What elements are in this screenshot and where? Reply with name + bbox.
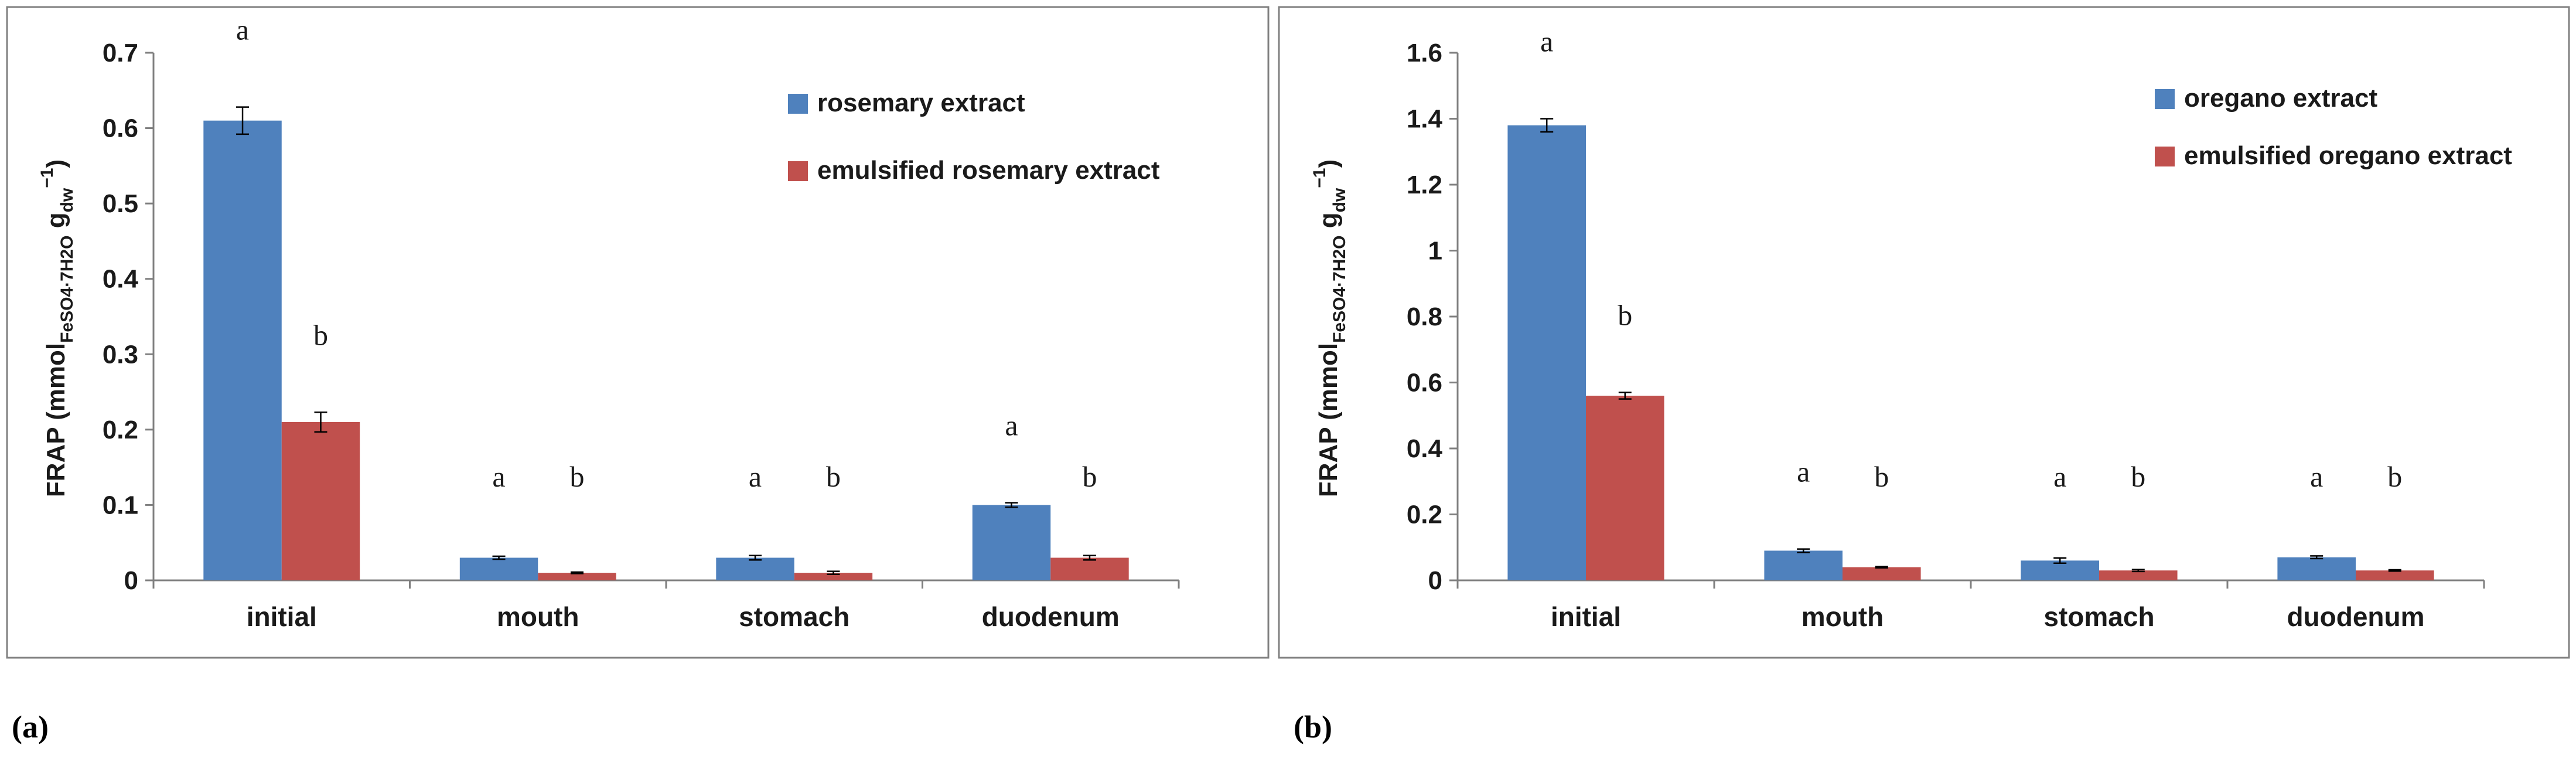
y-tick-label: 1.6 <box>1407 39 1442 67</box>
chart-frame <box>6 6 1270 659</box>
significance-letter: b <box>2387 460 2402 493</box>
y-tick-label: 0.3 <box>103 340 138 369</box>
chart-panel-b: 0 0.2 0.4 0.6 0.8 1 1.2 1.4 1.6 initial mouth stoma… <box>1278 6 2570 659</box>
x-tick-label: stomach <box>739 601 849 632</box>
bar <box>1764 550 1843 580</box>
chart-frame <box>1278 6 2570 659</box>
significance-letter: b <box>1618 298 1632 331</box>
significance-letter: b <box>1874 460 1889 493</box>
y-tick-label: 0.1 <box>103 491 138 519</box>
bar <box>1507 125 1586 580</box>
bar <box>2277 557 2356 580</box>
y-tick-label: 0.6 <box>1407 369 1442 397</box>
significance-letter: a <box>749 460 762 493</box>
x-tick-label: initial <box>1551 601 1621 632</box>
chart-panel-a: 0 0.1 0.2 0.3 0.4 0.5 0.6 0.7 initial mouth stomac… <box>6 6 1270 659</box>
bar <box>538 573 616 580</box>
y-tick-label: 0.8 <box>1407 302 1442 331</box>
bar <box>2356 570 2434 580</box>
significance-letter: a <box>1005 409 1018 442</box>
legend-label: rosemary extract <box>817 89 1025 117</box>
significance-letter: a <box>1540 25 1553 58</box>
panel-label: (a) <box>12 709 49 744</box>
bar <box>794 573 873 580</box>
y-tick-label: 0.4 <box>1407 434 1443 463</box>
y-tick-label: 0 <box>1428 566 1442 595</box>
y-tick-label: 1 <box>1428 237 1442 266</box>
significance-letter: b <box>826 460 841 493</box>
x-tick-label: mouth <box>1802 601 1884 632</box>
y-tick-label: 1.4 <box>1407 105 1443 134</box>
legend-swatch <box>2155 147 2175 166</box>
y-tick-label: 0.6 <box>103 114 138 143</box>
legend-label: emulsified rosemary extract <box>817 156 1160 185</box>
bar <box>1586 396 1664 580</box>
y-axis-title: FRAP (mmolFeSO4·7H2O gdw−1) <box>1310 159 1349 497</box>
y-tick-label: 0.2 <box>1407 501 1442 529</box>
bar <box>2099 570 2178 580</box>
significance-letter: b <box>569 460 584 493</box>
legend-label: oregano extract <box>2184 84 2377 113</box>
significance-letter: b <box>1082 460 1097 493</box>
y-axis-title: FRAP (mmolFeSO4·7H2O gdw−1) <box>37 159 77 497</box>
x-tick-label: mouth <box>497 601 579 632</box>
y-tick-label: 0.4 <box>103 265 139 294</box>
legend-swatch <box>2155 89 2175 109</box>
y-tick-label: 1.2 <box>1407 171 1442 199</box>
x-tick-label: duodenum <box>2287 601 2424 632</box>
y-tick-label: 0.2 <box>103 416 138 444</box>
x-tick-label: duodenum <box>982 601 1120 632</box>
significance-letter: a <box>2310 460 2323 493</box>
y-tick-label: 0.5 <box>103 189 138 218</box>
y-tick-label: 0.7 <box>103 39 138 67</box>
x-tick-label: initial <box>247 601 317 632</box>
legend-swatch <box>788 94 808 114</box>
significance-letter: a <box>2053 460 2066 493</box>
bar <box>972 505 1051 580</box>
significance-letter: b <box>313 318 328 351</box>
bar <box>1843 567 1921 580</box>
significance-letter: b <box>2131 460 2145 493</box>
significance-letter: a <box>492 460 505 493</box>
significance-letter: a <box>236 13 249 46</box>
legend-swatch <box>788 161 808 181</box>
bar <box>1050 557 1129 580</box>
panel-label: (b) <box>1294 709 1332 744</box>
bar <box>459 557 538 580</box>
bar <box>281 422 360 580</box>
legend-label: emulsified oregano extract <box>2184 141 2512 170</box>
x-tick-label: stomach <box>2043 601 2154 632</box>
significance-letter: a <box>1797 455 1810 488</box>
bar <box>203 120 282 580</box>
bar <box>716 557 794 580</box>
y-tick-label: 0 <box>124 566 138 595</box>
